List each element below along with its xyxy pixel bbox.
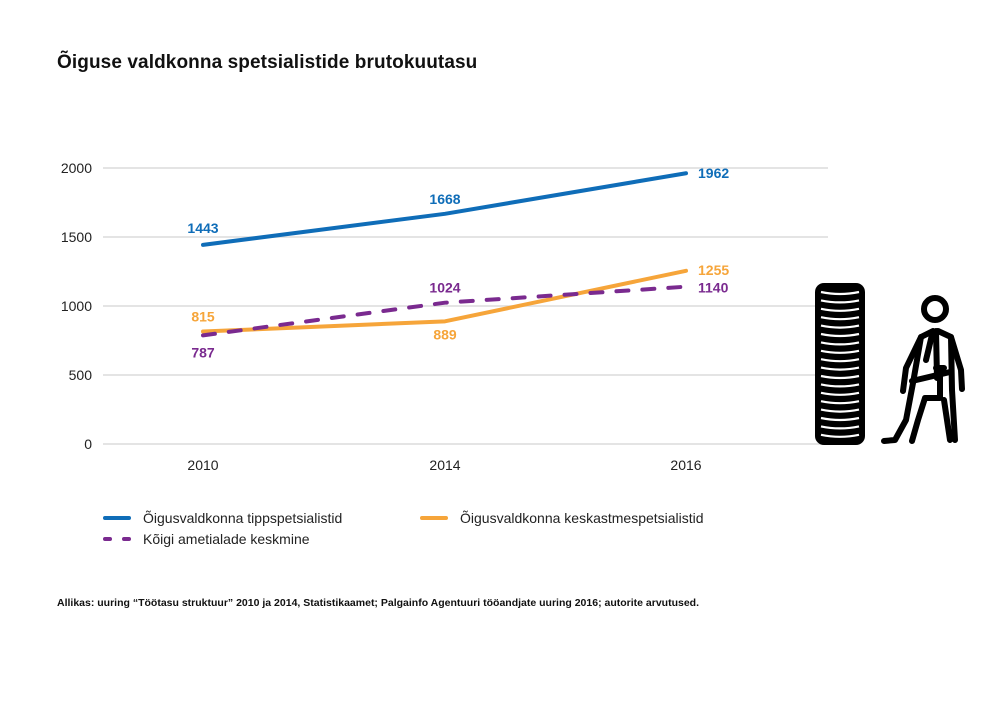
data-label: 1140 (698, 280, 729, 296)
legend-item-keskmine: Kõigi ametialade keskmine (103, 531, 310, 547)
chart-title: Õiguse valdkonna spetsialistide brutokuu… (57, 52, 478, 73)
data-label: 1255 (698, 262, 729, 278)
data-label: 815 (191, 309, 215, 325)
legend-item-keskastmespetsialistid: Õigusvaldkonna keskastmespetsialistid (420, 510, 704, 526)
businessman-icon (881, 295, 965, 444)
legend-swatch (420, 516, 448, 520)
x-tick-label: 2016 (670, 457, 701, 473)
data-label: 1443 (187, 220, 218, 236)
legend-swatch (103, 516, 131, 520)
y-tick-label: 1500 (61, 229, 92, 245)
series-line (201, 284, 688, 338)
y-tick-label: 2000 (61, 160, 92, 176)
data-label: 787 (191, 344, 215, 360)
data-label: 1668 (429, 191, 460, 207)
data-label: 1024 (429, 280, 460, 296)
legend-item-tippspetsialistid: Õigusvaldkonna tippspetsialistid (103, 510, 342, 526)
y-tick-label: 1000 (61, 298, 92, 314)
x-tick-label: 2010 (187, 457, 218, 473)
legend-label: Õigusvaldkonna tippspetsialistid (143, 510, 343, 526)
coin-stack-icon (815, 283, 865, 445)
legend-label: Kõigi ametialade keskmine (143, 531, 310, 547)
y-tick-label: 500 (69, 367, 93, 383)
y-tick-label: 0 (84, 436, 92, 452)
series-line (201, 268, 688, 334)
legend-swatch (103, 537, 131, 541)
legend-label: Õigusvaldkonna keskastmespetsialistid (460, 510, 704, 526)
data-label: 1962 (698, 165, 729, 181)
data-label: 889 (433, 326, 457, 342)
x-tick-label: 2014 (429, 457, 460, 473)
series-line (201, 171, 688, 247)
source-note: Allikas: uuring “Töötasu struktuur” 2010… (57, 597, 699, 609)
